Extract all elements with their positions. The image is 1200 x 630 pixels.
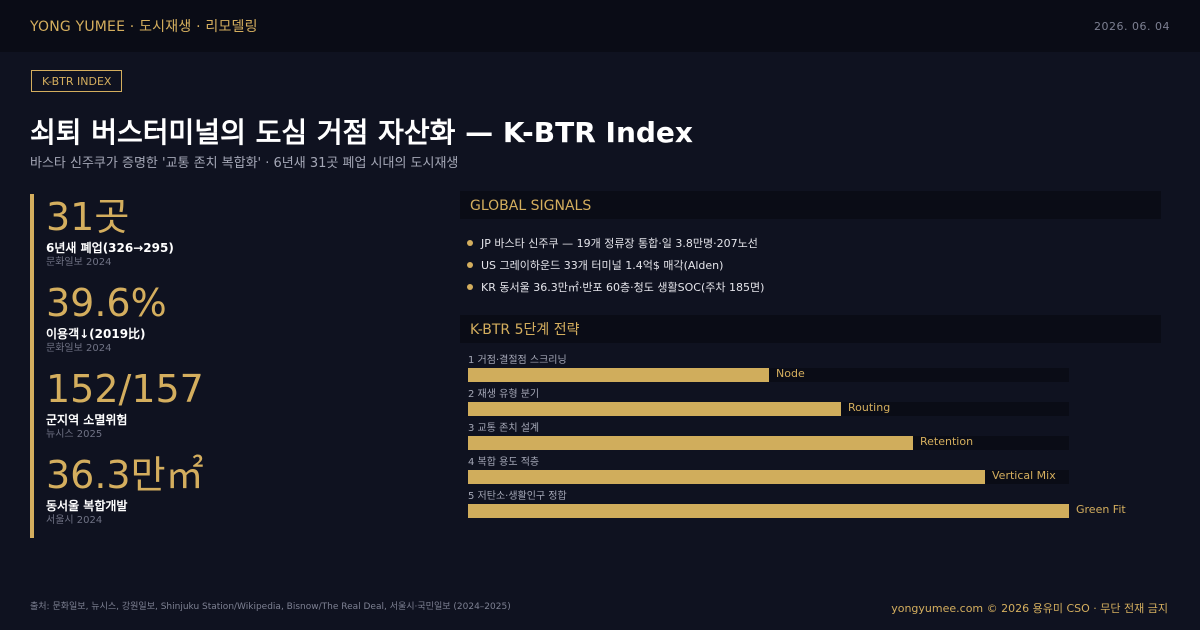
step-tag: Node <box>776 367 805 380</box>
list-item: US 그레이하운드 33개 터미널 1.4억$ 매각(Alden) <box>467 254 1157 276</box>
bullet-icon <box>467 262 473 268</box>
list-item: KR 동서울 36.3만㎡·반포 60층·청도 생활SOC(주차 185면) <box>467 276 1157 298</box>
strategy-step: 3 교통 존치 설계 Retention <box>468 422 1168 456</box>
bullet-icon <box>467 284 473 290</box>
stat-label: 동서울 복합개발 <box>46 499 128 513</box>
strategy-heading: K-BTR 5단계 전략 <box>460 315 1161 343</box>
step-bar-track: Vertical Mix <box>468 469 1069 484</box>
step-label: 3 교통 존치 설계 <box>468 423 540 434</box>
page-title: 쇠퇴 버스터미널의 도심 거점 자산화 — K-BTR Index <box>30 116 693 149</box>
footer-sources: 출처: 문화일보, 뉴시스, 강원일보, Shinjuku Station/Wi… <box>30 602 511 612</box>
step-label: 1 거점·결절점 스크리닝 <box>468 355 567 366</box>
strategy-steps: 1 거점·결절점 스크리닝 Node 2 재생 유형 분기 Routing 3 … <box>468 354 1168 524</box>
signal-text: JP 바스타 신주쿠 — 19개 정류장 통합·일 3.8만명·207노선 <box>481 237 758 250</box>
stat-card: 152/157 군지역 소멸위험 뉴시스 2025 <box>30 366 430 452</box>
stat-source: 문화일보 2024 <box>46 257 112 268</box>
strategy-step: 4 복합 용도 적층 Vertical Mix <box>468 456 1168 490</box>
footer-copyright: yongyumee.com © 2026 용유미 CSO · 무단 전재 금지 <box>891 602 1168 615</box>
step-bar-fill <box>468 402 841 416</box>
category-tag: K-BTR INDEX <box>31 70 123 92</box>
stat-source: 뉴시스 2025 <box>46 429 103 440</box>
step-bar-track: Retention <box>468 435 1069 450</box>
step-bar-fill <box>468 436 913 450</box>
step-bar-fill <box>468 368 769 382</box>
strategy-step: 2 재생 유형 분기 Routing <box>468 388 1168 422</box>
step-tag: Retention <box>920 435 974 448</box>
stat-list: 31곳 6년새 폐업(326→295) 문화일보 2024 39.6% 이용객↓… <box>30 194 430 538</box>
stat-source: 서울시 2024 <box>46 515 103 526</box>
page-subtitle: 바스타 신주쿠가 증명한 '교통 존치 복합화' · 6년새 31곳 폐업 시대… <box>30 156 459 171</box>
step-tag: Green Fit <box>1076 503 1126 516</box>
stat-value: 152/157 <box>46 367 204 411</box>
step-label: 2 재생 유형 분기 <box>468 389 540 400</box>
publish-date: 2026. 06. 04 <box>1094 19 1170 33</box>
stat-value: 39.6% <box>46 281 167 325</box>
stat-value: 36.3만㎡ <box>46 453 204 497</box>
stat-source: 문화일보 2024 <box>46 343 112 354</box>
step-label: 4 복합 용도 적층 <box>468 457 540 468</box>
strategy-step: 5 저탄소·생활인구 정합 Green Fit <box>468 490 1168 524</box>
stat-card: 31곳 6년새 폐업(326→295) 문화일보 2024 <box>30 194 430 280</box>
step-bar-track: Green Fit <box>468 503 1126 518</box>
stat-card: 36.3만㎡ 동서울 복합개발 서울시 2024 <box>30 452 430 538</box>
global-signals-list: JP 바스타 신주쿠 — 19개 정류장 통합·일 3.8만명·207노선 US… <box>467 232 1157 298</box>
stat-value: 31곳 <box>46 195 130 239</box>
step-bar-track: Routing <box>468 401 1069 416</box>
top-bar: YONG YUMEE · 도시재생 · 리모델링 2026. 06. 04 <box>0 0 1200 52</box>
global-signals-heading: GLOBAL SIGNALS <box>460 191 1161 219</box>
bullet-icon <box>467 240 473 246</box>
stat-card: 39.6% 이용객↓(2019比) 문화일보 2024 <box>30 280 430 366</box>
step-label: 5 저탄소·생활인구 정합 <box>468 491 567 502</box>
strategy-step: 1 거점·결절점 스크리닝 Node <box>468 354 1168 388</box>
signal-text: US 그레이하운드 33개 터미널 1.4억$ 매각(Alden) <box>481 259 724 272</box>
stat-label: 6년새 폐업(326→295) <box>46 241 174 255</box>
stat-label: 이용객↓(2019比) <box>46 327 146 341</box>
step-bar-fill <box>468 504 1069 518</box>
list-item: JP 바스타 신주쿠 — 19개 정류장 통합·일 3.8만명·207노선 <box>467 232 1157 254</box>
step-bar-track: Node <box>468 367 1069 382</box>
brand-name: YONG YUMEE · 도시재생 · 리모델링 <box>30 19 258 35</box>
step-tag: Vertical Mix <box>992 469 1056 482</box>
signal-text: KR 동서울 36.3만㎡·반포 60층·청도 생활SOC(주차 185면) <box>481 281 765 294</box>
step-bar-fill <box>468 470 985 484</box>
step-tag: Routing <box>848 401 891 414</box>
stat-label: 군지역 소멸위험 <box>46 413 128 427</box>
